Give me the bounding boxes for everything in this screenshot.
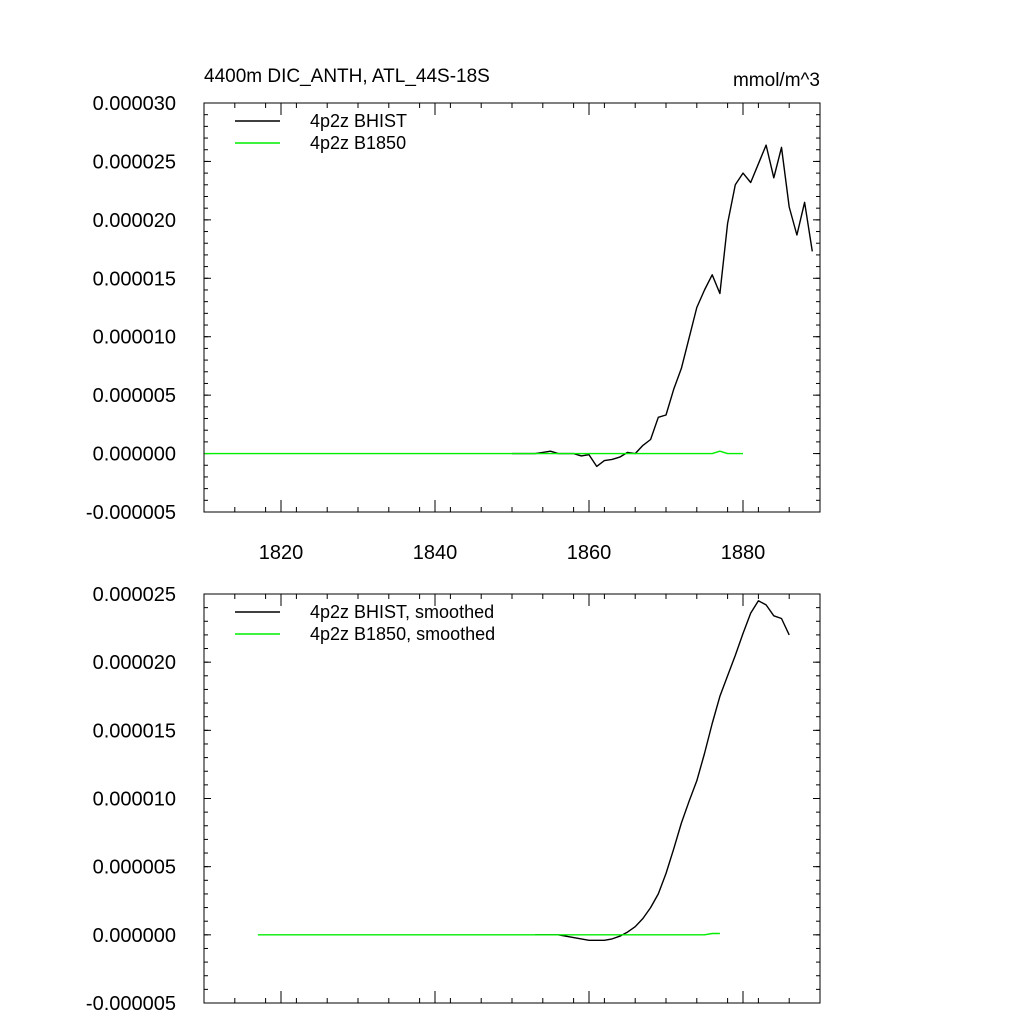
bottom-panel: -0.000005 0.000000 0.000005 0.000010 0.00001… <box>86 584 821 1015</box>
tick-marks <box>203 102 821 513</box>
y-tick-label: 0.000000 <box>93 925 176 947</box>
y-tick-label: -0.000005 <box>86 993 176 1015</box>
top-panel: 4400m DIC_ANTH, ATL_44S-18S mmol/m^3 -0.… <box>86 66 821 564</box>
y-tick-label: 0.000005 <box>93 857 176 879</box>
legend-label: 4p2z BHIST <box>310 111 407 131</box>
y-tick-label: 0.000025 <box>93 584 176 606</box>
y-tick-label: -0.000005 <box>86 502 176 524</box>
y-tick-label: 0.000030 <box>93 93 176 115</box>
series-line <box>204 450 743 455</box>
legend-label: 4p2z B1850 <box>310 133 406 153</box>
series-line <box>257 932 720 936</box>
plot-frame <box>203 102 821 513</box>
series-lines <box>204 144 813 468</box>
y-tick-label: 0.000020 <box>93 210 176 232</box>
x-axis-labels: 1820 1840 1860 1880 <box>259 542 766 564</box>
y-tick-label: 0.000020 <box>93 652 176 674</box>
y-tick-label: 0.000000 <box>93 444 176 466</box>
x-tick-label: 1820 <box>259 542 304 564</box>
y-tick-label: 0.000015 <box>93 720 176 742</box>
y-tick-label: 0.000010 <box>93 789 176 811</box>
series-lines <box>257 600 790 941</box>
x-tick-label: 1880 <box>721 542 766 564</box>
x-tick-label: 1840 <box>413 542 458 564</box>
legend-label: 4p2z BHIST, smoothed <box>310 602 494 622</box>
tick-marks <box>203 593 821 1004</box>
y-axis-labels: -0.000005 0.000000 0.000005 0.000010 0.00001… <box>86 93 176 524</box>
x-tick-label: 1860 <box>567 542 612 564</box>
y-tick-label: 0.000010 <box>93 327 176 349</box>
chart-title: 4400m DIC_ANTH, ATL_44S-18S <box>204 66 490 87</box>
plot-frame <box>203 593 821 1004</box>
y-axis-labels: -0.000005 0.000000 0.000005 0.000010 0.00001… <box>86 584 176 1015</box>
y-tick-label: 0.000015 <box>93 268 176 290</box>
series-line <box>535 600 790 941</box>
y-tick-label: 0.000025 <box>93 151 176 173</box>
series-line <box>512 144 813 468</box>
units-label: mmol/m^3 <box>733 70 820 91</box>
y-tick-label: 0.000005 <box>93 385 176 407</box>
legend-label: 4p2z B1850, smoothed <box>310 624 495 644</box>
